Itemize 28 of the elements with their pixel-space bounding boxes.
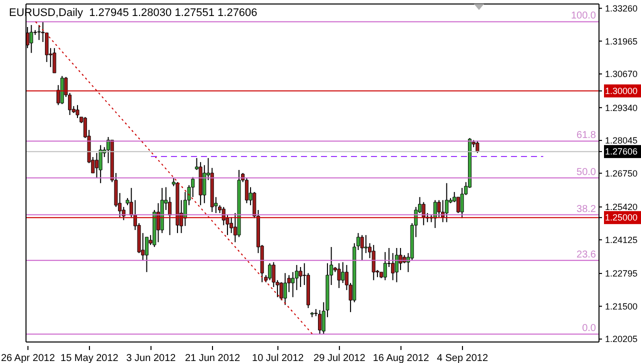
y-tick-label: 1.20205: [605, 334, 638, 344]
y-tick-label: 1.25420: [605, 202, 638, 212]
y-tick-label: 1.33260: [605, 3, 638, 14]
x-tick-label: 10 Jul 2012: [252, 353, 304, 363]
x-tick-label: 16 Aug 2012: [372, 353, 430, 363]
annotation: 38.2: [576, 204, 596, 215]
y-tick-label: 1.28045: [605, 136, 638, 146]
x-tick-label: 4 Sep 2012: [436, 353, 488, 363]
y-tick-label: 1.21500: [605, 301, 638, 312]
y-tick-label: 1.22795: [605, 268, 638, 279]
y-tick-label: 1.31965: [605, 36, 638, 46]
annotation: 61.8: [576, 130, 596, 142]
x-tick-label: 3 Jun 2012: [126, 353, 176, 363]
y-tick-label: 1.26750: [605, 168, 638, 178]
annotation: 50.0: [576, 166, 596, 178]
y-tick-label: 1.27606: [605, 146, 638, 157]
x-tick-label: 26 Apr 2012: [0, 353, 56, 363]
annotation: 0.0: [582, 323, 596, 334]
y-tick-label: 1.29340: [605, 102, 638, 113]
y-tick-label: 1.30000: [605, 86, 638, 96]
annotation: 23.6: [576, 249, 596, 260]
y-tick-label: 1.30670: [605, 69, 638, 80]
y-tick-label: 1.24125: [605, 234, 638, 245]
y-tick-label: 1.25000: [605, 212, 638, 223]
annotation: 100.0: [570, 10, 596, 22]
x-tick-label: 15 May 2012: [60, 353, 119, 363]
x-tick-label: 29 Jul 2012: [314, 353, 366, 363]
x-tick-label: 21 Jun 2012: [184, 353, 240, 363]
